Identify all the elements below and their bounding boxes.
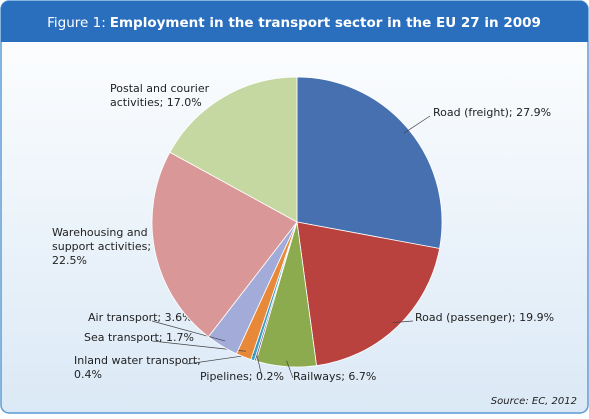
data-label: Sea transport; 1.7% xyxy=(84,331,194,344)
label-line: activities; 17.0% xyxy=(110,96,202,109)
leader-line xyxy=(286,360,294,379)
label-line: Road (freight); 27.9% xyxy=(433,106,551,119)
pie-slice xyxy=(296,221,441,367)
label-line: 0.4% xyxy=(74,368,102,381)
title-text: Employment in the transport sector in th… xyxy=(110,15,541,31)
pie-slice xyxy=(169,76,298,223)
leader-line xyxy=(403,115,431,134)
chart-title: Figure 1: Employment in the transport sec… xyxy=(47,15,541,31)
label-line: Air transport; 3.6% xyxy=(88,311,193,324)
pie-slice xyxy=(151,151,298,338)
label-line: 22.5% xyxy=(52,254,87,267)
leader-line xyxy=(256,355,263,378)
label-line: Postal and courier xyxy=(110,82,210,95)
data-label: Inland water transport; 0.4% xyxy=(74,354,201,381)
label-line: Inland water transport; xyxy=(74,354,201,367)
label-line: Pipelines; 0.2% xyxy=(200,370,284,383)
data-label: Road (passenger); 19.9% xyxy=(415,311,554,324)
data-label: Postal and courier activities; 17.0% xyxy=(110,82,210,109)
leader-line xyxy=(151,320,226,342)
data-label: Road (freight); 27.9% xyxy=(433,106,551,119)
data-label: Air transport; 3.6% xyxy=(88,311,193,324)
label-line: Sea transport; 1.7% xyxy=(84,331,194,344)
source: Source: EC, 2012 xyxy=(491,396,577,407)
label-line: Road (passenger); 19.9% xyxy=(415,311,554,324)
leader-line xyxy=(392,320,414,324)
label-line: Warehousing and xyxy=(52,226,148,239)
data-label: Pipelines; 0.2% xyxy=(200,370,284,383)
data-label: Warehousing and support activities; 22.5% xyxy=(52,226,151,267)
label-line: support activities; xyxy=(52,240,151,253)
data-label: Railways; 6.7% xyxy=(293,370,376,383)
pie-slice xyxy=(296,76,443,249)
figure-label: Figure 1: xyxy=(47,15,106,31)
label-line: Railways; 6.7% xyxy=(293,370,376,383)
header-bar xyxy=(1,1,588,42)
